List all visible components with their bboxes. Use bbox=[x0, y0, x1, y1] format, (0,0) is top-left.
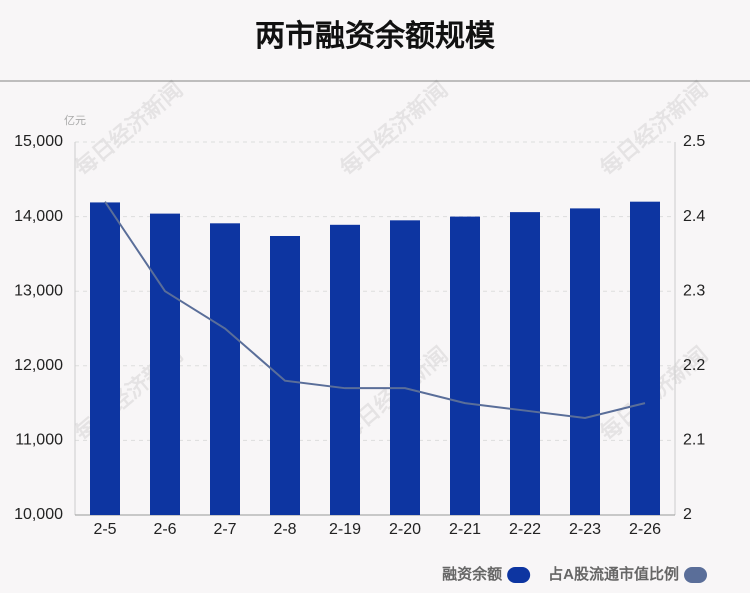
x-tick-label: 2-8 bbox=[273, 521, 296, 538]
y-tick-label: 10,000 bbox=[14, 506, 63, 523]
legend-label: 占A股流通市值比例 bbox=[548, 565, 679, 583]
y2-tick-label: 2 bbox=[683, 506, 692, 523]
x-tick-label: 2-6 bbox=[153, 521, 176, 538]
legend-swatch bbox=[684, 567, 707, 583]
bar bbox=[270, 235, 300, 515]
bar bbox=[210, 223, 240, 515]
bar bbox=[390, 220, 420, 515]
y2-tick-label: 2.5 bbox=[683, 133, 705, 150]
x-tick-label: 2-22 bbox=[509, 521, 541, 538]
legend-label: 融资余额 bbox=[442, 565, 502, 583]
x-tick-label: 2-5 bbox=[93, 521, 116, 538]
x-tick-label: 2-19 bbox=[329, 521, 361, 538]
bar bbox=[150, 213, 180, 515]
y2-tick-label: 2.2 bbox=[683, 357, 705, 374]
y2-tick-label: 2.1 bbox=[683, 432, 705, 449]
x-tick-label: 2-21 bbox=[449, 521, 481, 538]
y-tick-label: 14,000 bbox=[14, 208, 63, 225]
x-tick-label: 2-26 bbox=[629, 521, 661, 538]
bar bbox=[90, 202, 120, 515]
y-tick-label: 15,000 bbox=[14, 133, 63, 150]
bar bbox=[570, 208, 600, 516]
y2-tick-label: 2.3 bbox=[683, 282, 705, 299]
line bbox=[104, 201, 646, 420]
x-tick-label: 2-23 bbox=[569, 521, 601, 538]
bar bbox=[450, 216, 480, 515]
bar bbox=[630, 201, 660, 515]
y-unit: 亿元 bbox=[64, 114, 86, 127]
x-tick-label: 2-20 bbox=[389, 521, 421, 538]
y2-tick-label: 2.4 bbox=[683, 208, 705, 225]
bar bbox=[510, 212, 540, 515]
y-tick-label: 13,000 bbox=[14, 282, 63, 299]
x-tick-label: 2-7 bbox=[213, 521, 236, 538]
legend-swatch bbox=[507, 567, 531, 583]
y-tick-label: 12,000 bbox=[14, 357, 63, 374]
chart-title: 两市融资余额规模 bbox=[255, 19, 495, 53]
y-tick-label: 11,000 bbox=[15, 432, 63, 449]
bar bbox=[330, 224, 360, 515]
